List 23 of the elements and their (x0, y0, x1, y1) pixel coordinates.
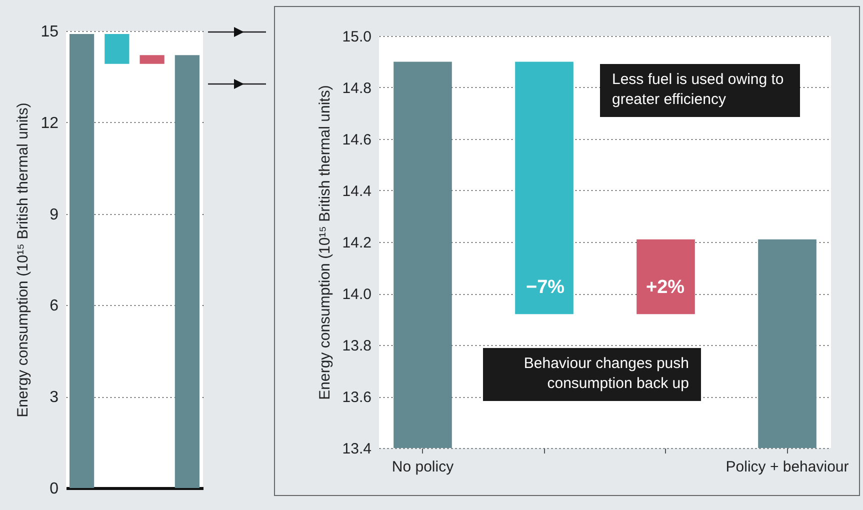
y-tick-label: 3 (50, 389, 59, 406)
y-tick-label: 14.6 (342, 132, 372, 148)
y-tick-label: 12 (40, 114, 59, 132)
y-tick-label: 15.0 (342, 28, 372, 46)
y-tick-label: 14.8 (342, 80, 372, 97)
x-tick-label: No policy (392, 458, 454, 476)
y-tick-label: 6 (50, 298, 59, 315)
y-tick-label: 0 (50, 480, 59, 498)
callout: Less fuel is used owing to greater efficiency (600, 64, 800, 116)
callout: Behaviour changes push consumption back up (483, 348, 701, 400)
y-tick-label: 9 (50, 206, 59, 224)
y-axis-title: Energy consumption (10¹⁵ British thermal units) (14, 102, 32, 418)
y-tick-label: 13.8 (342, 338, 372, 354)
y-tick-label: 13.6 (342, 389, 372, 406)
annotation: +2% (646, 276, 685, 300)
y-tick-label: 14.2 (342, 234, 372, 252)
y-tick-label: 14.0 (342, 286, 372, 303)
annotation: −7% (526, 276, 565, 300)
y-tick-label: 13.4 (342, 440, 372, 458)
y-axis-title: Energy consumption (10¹⁵ British thermal units) (316, 85, 334, 400)
x-tick-label: Policy + behaviour (726, 458, 849, 476)
y-tick-label: 14.4 (342, 183, 372, 200)
y-tick-label: 15 (40, 24, 59, 40)
